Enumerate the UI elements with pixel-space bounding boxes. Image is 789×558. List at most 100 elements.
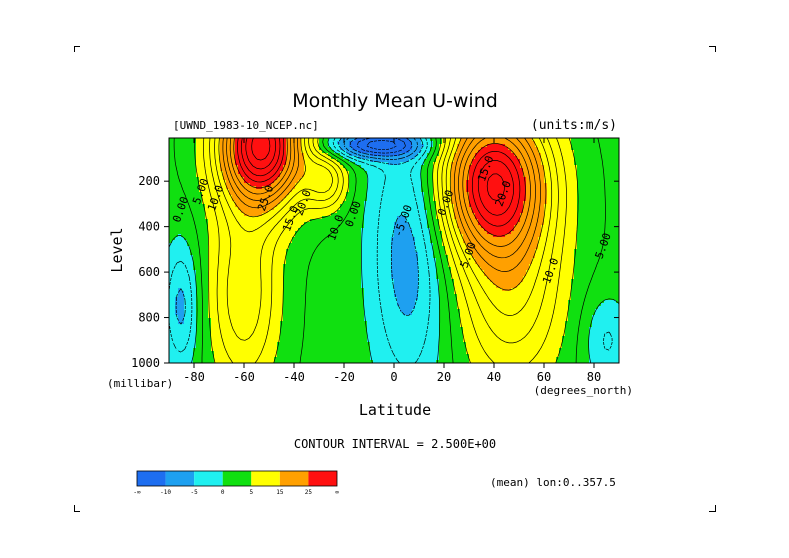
field-cell bbox=[469, 210, 473, 214]
field-cell bbox=[577, 204, 581, 208]
field-cell bbox=[400, 198, 404, 202]
field-cell bbox=[508, 153, 512, 157]
field-cell bbox=[247, 150, 251, 154]
field-cell bbox=[556, 195, 560, 199]
field-cell bbox=[274, 210, 278, 214]
field-cell bbox=[526, 162, 530, 166]
field-cell bbox=[172, 165, 176, 169]
field-cell bbox=[280, 198, 284, 202]
field-cell bbox=[475, 198, 479, 202]
field-cell bbox=[550, 168, 554, 172]
field-cell bbox=[340, 162, 344, 166]
field-cell bbox=[328, 138, 332, 142]
field-cell bbox=[451, 183, 455, 187]
field-cell bbox=[355, 189, 359, 193]
field-cell bbox=[412, 171, 416, 175]
field-cell bbox=[466, 198, 470, 202]
field-cell bbox=[424, 201, 428, 205]
field-cell bbox=[385, 228, 389, 232]
field-cell bbox=[547, 207, 551, 211]
field-cell bbox=[574, 216, 578, 220]
field-cell bbox=[400, 225, 404, 229]
field-cell bbox=[319, 231, 323, 235]
field-cell bbox=[448, 189, 452, 193]
field-cell bbox=[367, 147, 371, 151]
field-cell bbox=[571, 225, 575, 229]
field-cell bbox=[238, 165, 242, 169]
field-cell bbox=[376, 228, 380, 232]
field-cell bbox=[472, 198, 476, 202]
field-cell bbox=[568, 213, 572, 217]
field-cell bbox=[262, 150, 266, 154]
field-cell bbox=[478, 180, 482, 184]
field-cell bbox=[418, 213, 422, 217]
field-cell bbox=[445, 147, 449, 151]
field-cell bbox=[412, 198, 416, 202]
field-cell bbox=[505, 228, 509, 232]
field-cell bbox=[265, 183, 269, 187]
field-cell bbox=[394, 189, 398, 193]
field-cell bbox=[541, 216, 545, 220]
field-cell bbox=[355, 222, 359, 226]
field-cell bbox=[208, 213, 212, 217]
field-cell bbox=[550, 174, 554, 178]
field-cell bbox=[202, 180, 206, 184]
field-cell bbox=[199, 237, 203, 241]
field-cell bbox=[295, 168, 299, 172]
field-cell bbox=[430, 138, 434, 142]
field-cell bbox=[262, 162, 266, 166]
field-cell bbox=[580, 213, 584, 217]
field-cell bbox=[559, 162, 563, 166]
field-cell bbox=[484, 195, 488, 199]
field-cell bbox=[346, 180, 350, 184]
field-cell bbox=[241, 150, 245, 154]
field-cell bbox=[199, 210, 203, 214]
field-cell bbox=[424, 180, 428, 184]
field-cell bbox=[283, 210, 287, 214]
field-cell bbox=[463, 207, 467, 211]
field-cell bbox=[229, 201, 233, 205]
field-cell bbox=[436, 138, 440, 142]
field-cell bbox=[475, 201, 479, 205]
field-cell bbox=[346, 147, 350, 151]
field-cell bbox=[187, 156, 191, 160]
field-cell bbox=[427, 174, 431, 178]
field-cell bbox=[547, 171, 551, 175]
field-cell bbox=[250, 192, 254, 196]
field-cell bbox=[274, 192, 278, 196]
field-cell bbox=[250, 201, 254, 205]
field-cell bbox=[229, 210, 233, 214]
field-cell bbox=[415, 171, 419, 175]
field-cell bbox=[367, 156, 371, 160]
field-cell bbox=[607, 138, 611, 142]
field-cell bbox=[274, 234, 278, 238]
field-cell bbox=[319, 186, 323, 190]
field-cell bbox=[490, 165, 494, 169]
field-cell bbox=[202, 225, 206, 229]
field-cell bbox=[427, 177, 431, 181]
field-cell bbox=[577, 168, 581, 172]
field-cell bbox=[559, 186, 563, 190]
field-cell bbox=[214, 159, 218, 163]
field-cell bbox=[529, 201, 533, 205]
field-cell bbox=[361, 177, 365, 181]
field-cell bbox=[610, 228, 614, 232]
field-cell bbox=[310, 177, 314, 181]
field-cell bbox=[499, 156, 503, 160]
field-cell bbox=[388, 201, 392, 205]
field-cell bbox=[235, 141, 239, 145]
field-cell bbox=[244, 237, 248, 241]
field-cell bbox=[295, 153, 299, 157]
field-cell bbox=[370, 204, 374, 208]
field-cell bbox=[316, 189, 320, 193]
field-cell bbox=[277, 186, 281, 190]
field-cell bbox=[559, 195, 563, 199]
field-cell bbox=[601, 186, 605, 190]
field-cell bbox=[196, 150, 200, 154]
field-cell bbox=[463, 192, 467, 196]
field-cell bbox=[388, 138, 392, 142]
field-cell bbox=[508, 165, 512, 169]
field-cell bbox=[445, 183, 449, 187]
field-cell bbox=[487, 189, 491, 193]
field-cell bbox=[406, 204, 410, 208]
